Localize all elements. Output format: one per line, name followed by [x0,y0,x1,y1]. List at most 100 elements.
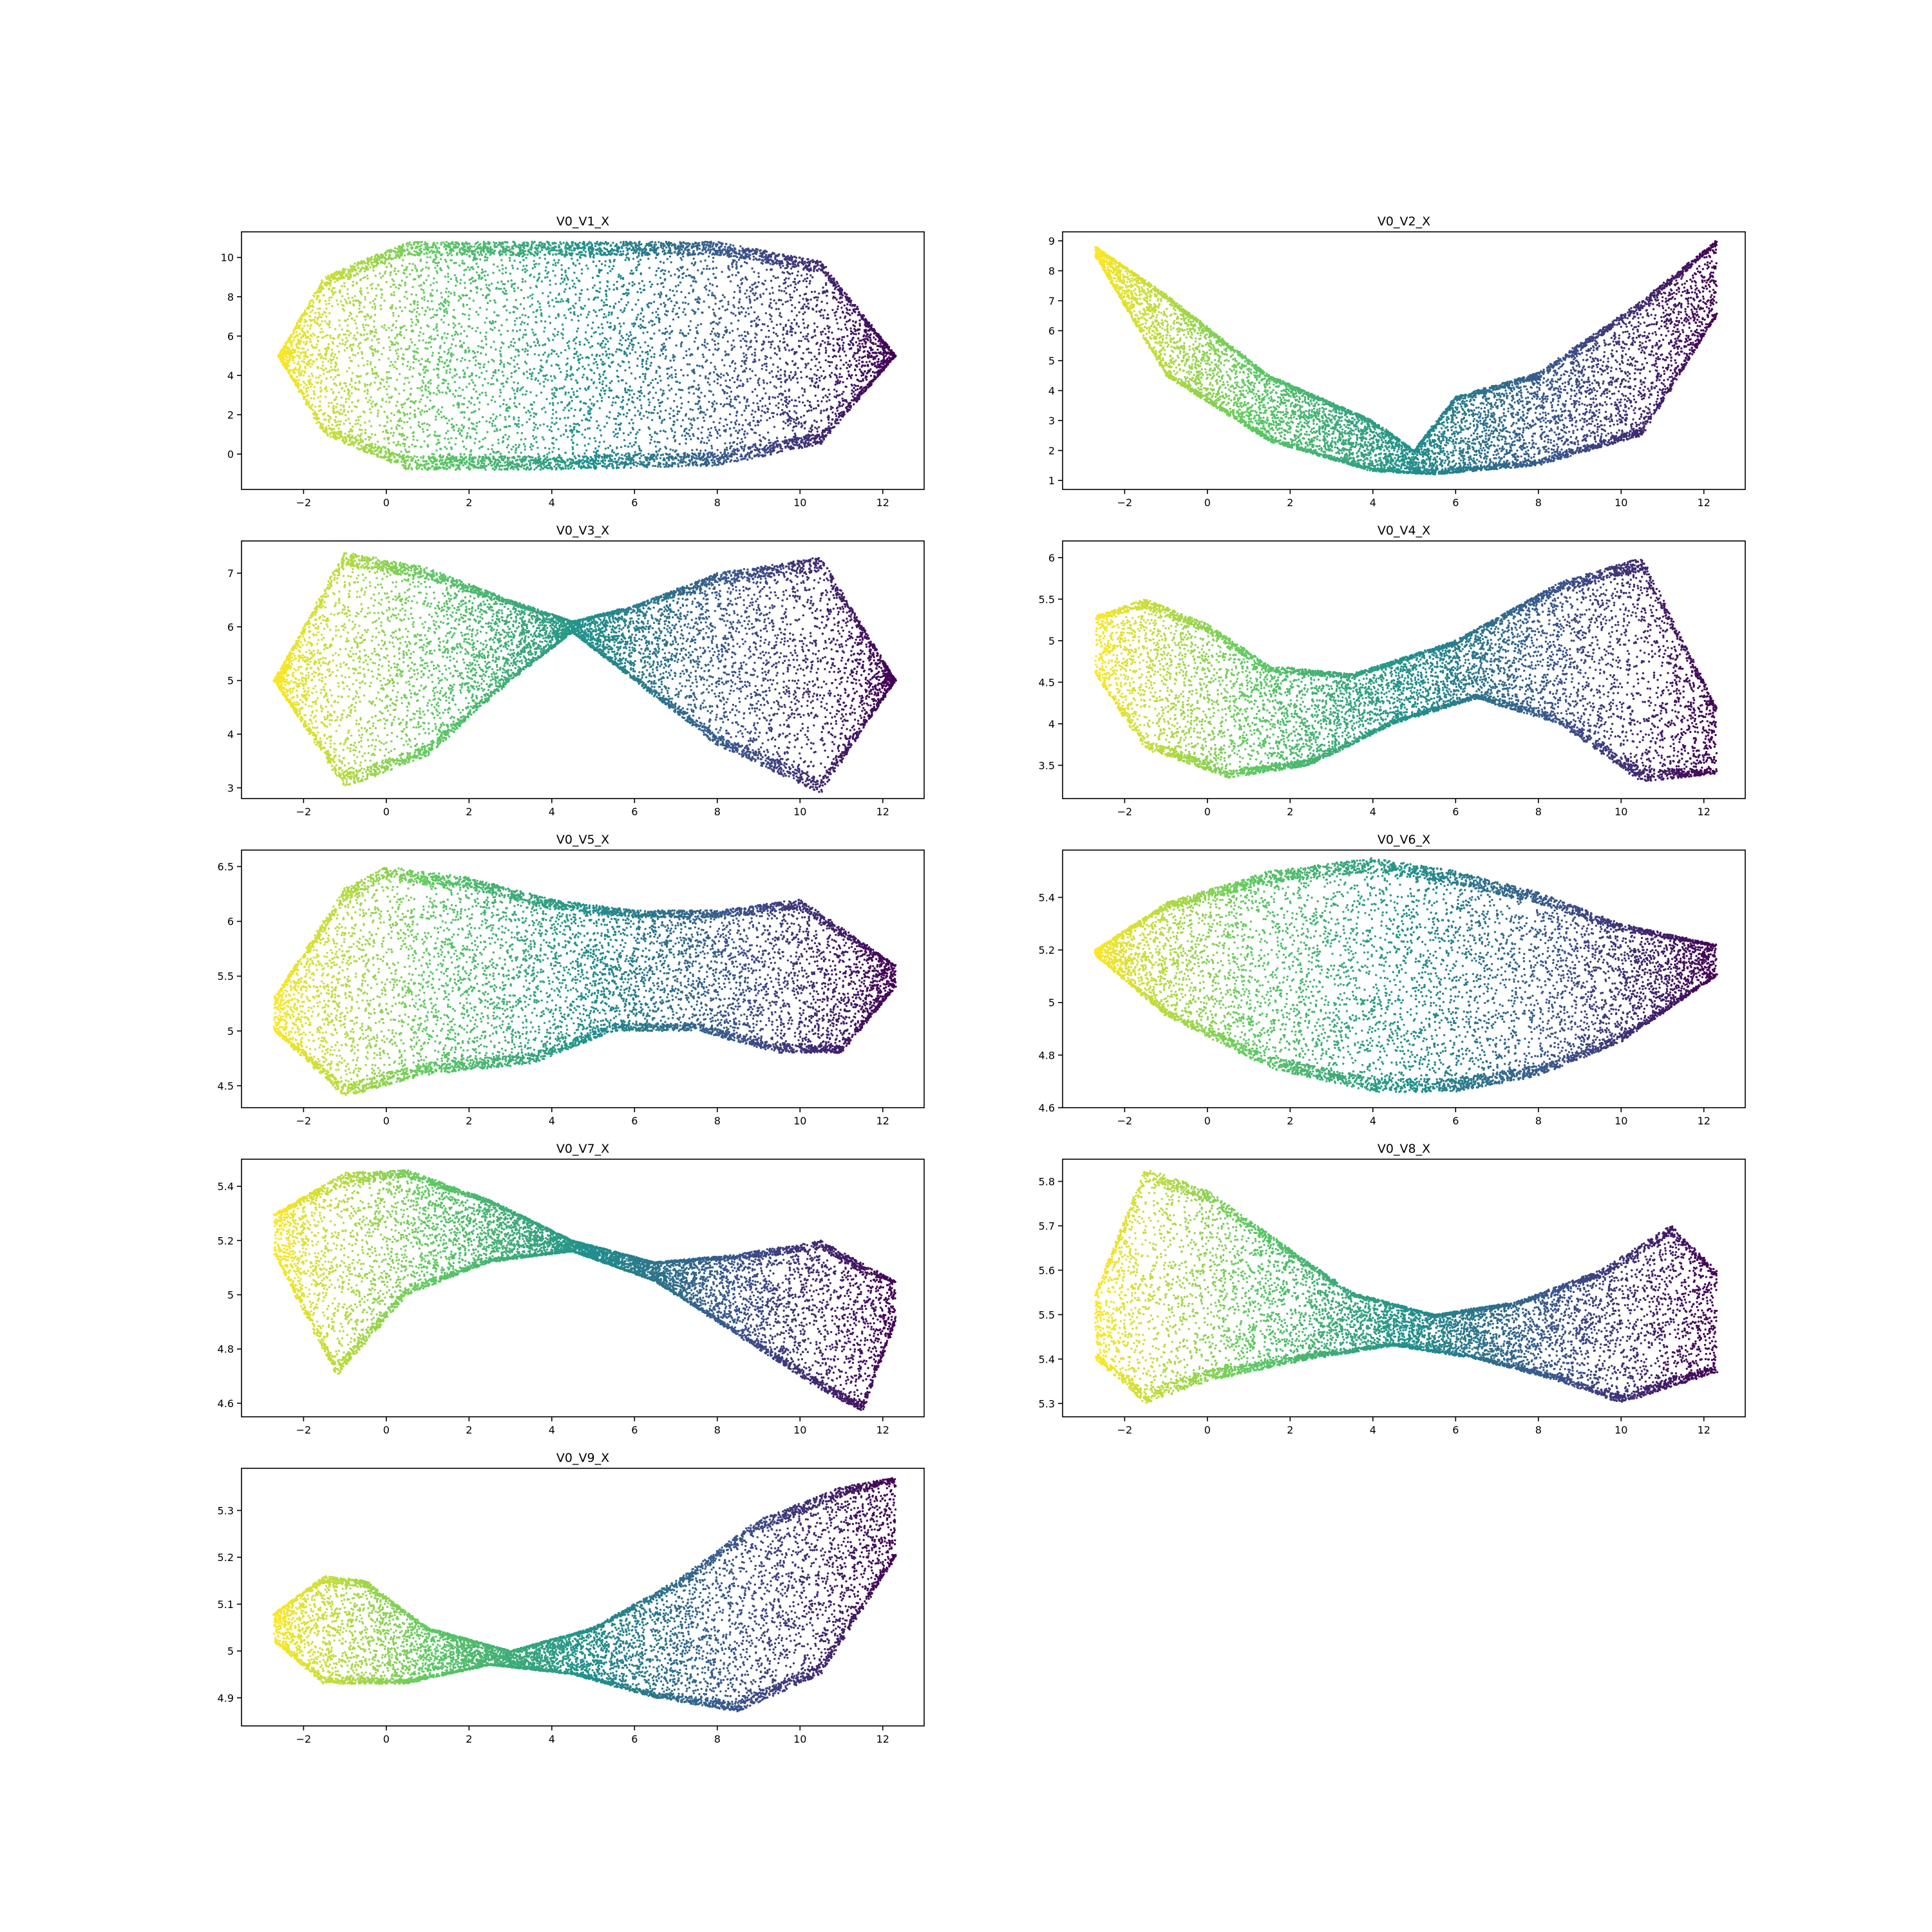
data-point [332,407,334,409]
data-point [782,327,784,328]
data-point [638,429,640,431]
data-point [581,269,583,270]
data-point [500,469,502,471]
data-point [712,462,714,464]
data-point [522,372,524,374]
data-point [685,275,687,277]
data-point [609,387,611,389]
data-point [513,402,515,404]
data-point [535,244,537,246]
data-point [516,317,518,319]
data-point [497,442,499,444]
data-point [524,280,526,282]
data-point [512,267,514,269]
data-point [433,282,435,284]
data-point [451,423,453,425]
data-point [616,348,618,350]
data-point [855,341,857,343]
data-point [799,311,800,313]
data-point [463,330,465,332]
data-point [593,451,595,453]
data-point [809,280,811,282]
data-point [573,415,575,417]
data-point [742,424,744,426]
data-point [615,422,617,424]
data-point [624,445,626,447]
data-point [649,434,651,436]
data-point [820,331,822,333]
data-point [390,265,392,267]
data-point [513,290,515,292]
data-point [629,386,631,388]
data-point [544,327,545,328]
data-point [836,365,838,366]
data-point [574,457,576,459]
data-point [782,404,784,406]
data-point [819,379,820,381]
data-point [698,365,700,367]
data-point [399,425,401,427]
data-point [371,339,373,341]
data-point [516,268,518,270]
data-point [422,339,424,341]
data-point [729,442,731,444]
data-point [526,342,528,344]
data-point [673,400,675,402]
data-point [536,338,538,340]
data-point [632,325,634,327]
data-point [420,327,422,329]
data-point [513,389,515,391]
data-point [468,383,470,384]
data-point [808,410,810,412]
data-point [640,292,642,294]
data-point [435,270,437,272]
data-point [333,405,335,407]
data-point [534,426,536,428]
data-point [857,337,859,339]
data-point [448,301,450,303]
data-point [679,382,681,384]
data-point [491,422,493,424]
data-point [727,301,729,303]
data-point [383,437,385,439]
data-point [529,391,531,393]
data-point [638,445,639,447]
data-point [758,384,760,386]
data-point [740,340,742,342]
data-point [780,267,782,269]
data-point [471,327,473,329]
data-point [776,437,778,439]
data-point [841,339,843,341]
data-point [386,381,388,383]
data-point [440,292,442,294]
data-point [768,336,770,338]
data-point [472,280,474,282]
data-point [580,314,582,316]
data-point [761,329,762,331]
data-point [399,300,401,302]
data-point [346,370,348,372]
data-point [605,467,607,469]
data-point [735,415,737,417]
data-point [460,326,462,328]
data-point [687,269,688,270]
data-point [504,416,506,418]
data-point [514,320,516,322]
data-point [401,279,403,281]
data-point [703,412,705,413]
data-point [846,321,848,323]
data-point [618,457,620,459]
data-point [618,276,620,278]
data-point [491,283,493,285]
data-point [826,401,828,402]
data-point [679,281,681,283]
data-point [524,350,526,352]
data-point [578,299,580,301]
data-point [404,284,406,286]
data-point [339,421,341,422]
data-point [511,372,513,374]
data-point [335,421,337,423]
data-point [437,377,439,379]
data-point [697,403,699,405]
